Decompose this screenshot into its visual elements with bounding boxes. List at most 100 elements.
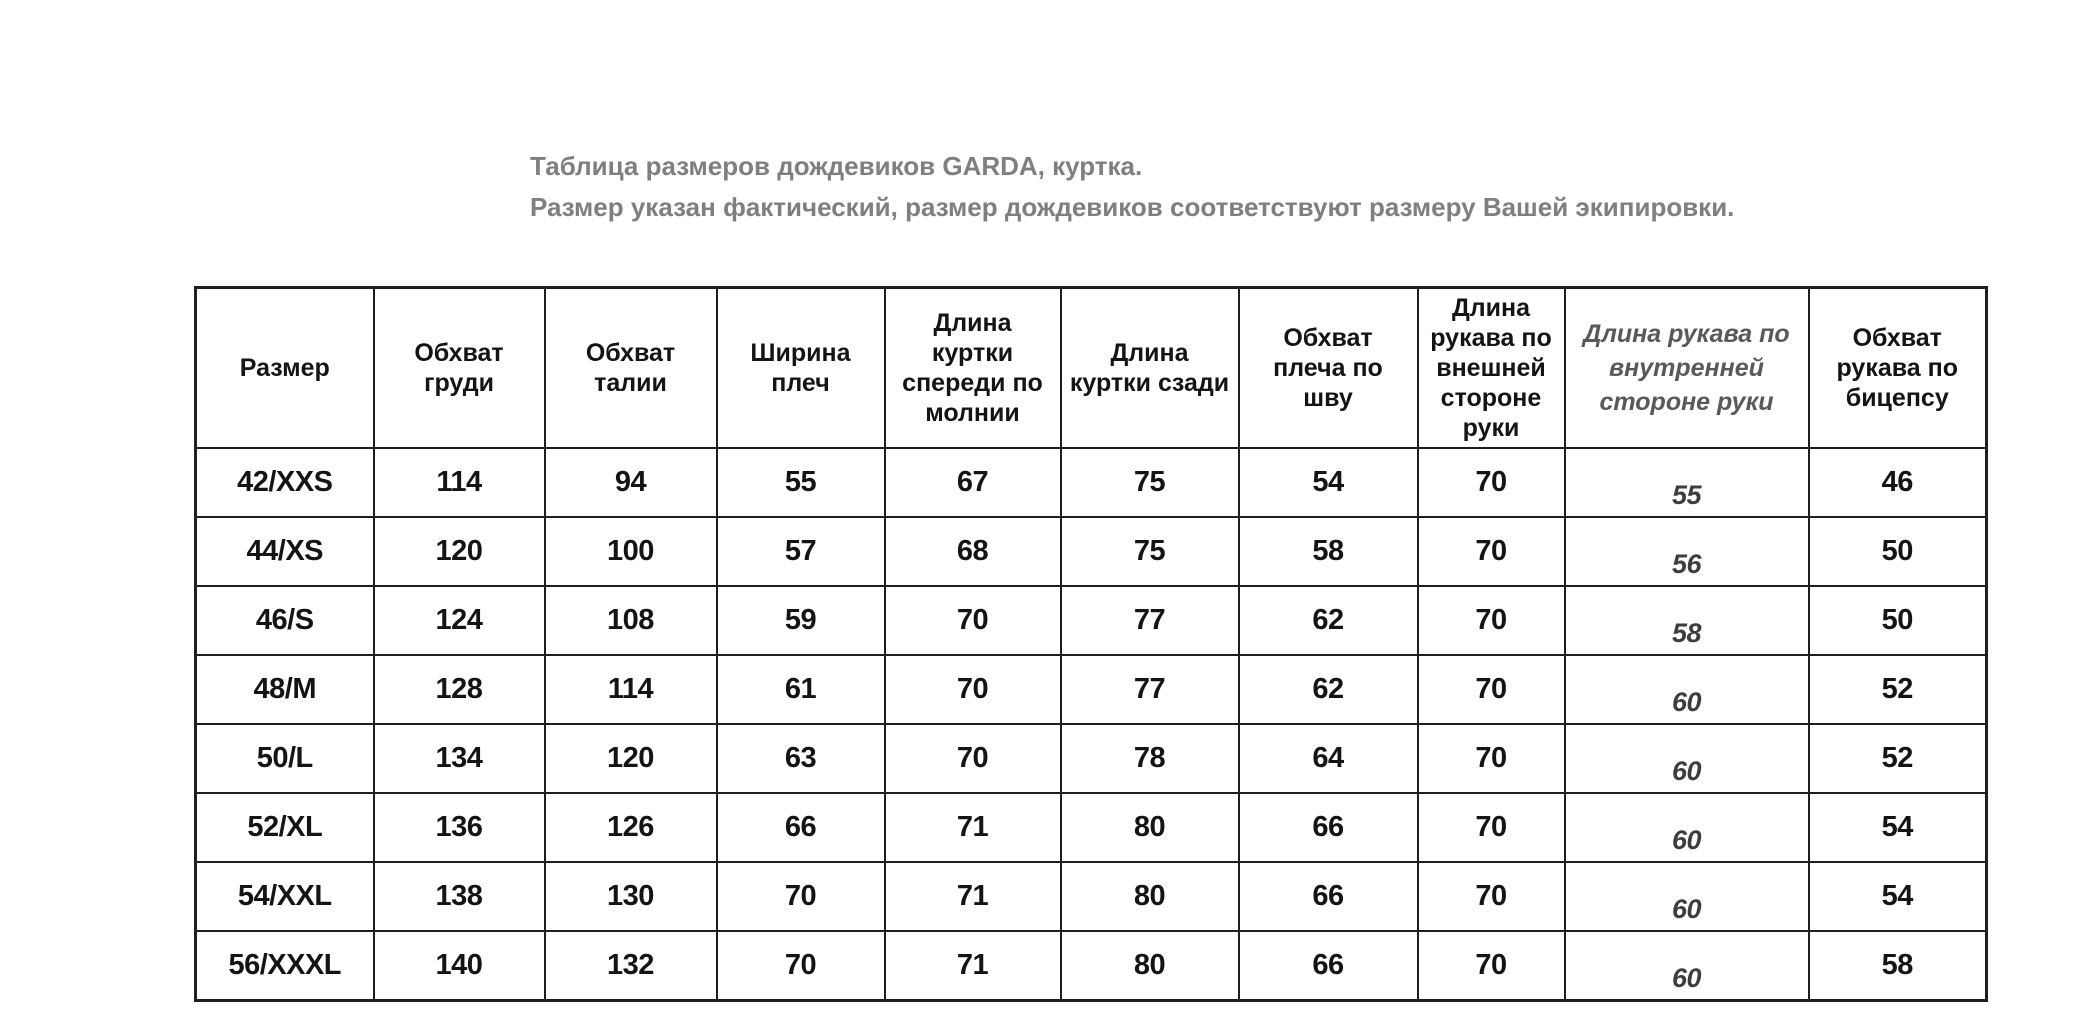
value-cell: 66: [1237, 792, 1419, 863]
value-cell: 77: [1059, 585, 1240, 656]
value-cell: 64: [1237, 723, 1419, 794]
value-cell: 70: [1416, 861, 1566, 932]
value-cell: 138: [372, 861, 546, 932]
title-line-1: Таблица размеров дождевиков GARDA, куртк…: [530, 151, 1143, 181]
value-cell: 71: [883, 792, 1062, 863]
value-cell: 80: [1059, 861, 1240, 932]
value-cell: 70: [1416, 792, 1566, 863]
value-cell: 46: [1807, 447, 1988, 518]
value-cell: 66: [1237, 930, 1419, 1002]
column-header-size: Размер: [194, 286, 375, 449]
size-cell: 42/XXS: [194, 447, 375, 518]
value-cell: 70: [883, 585, 1062, 656]
column-header-shoulder-width: Ширина плеч: [715, 286, 886, 449]
table-row: 44/XS 120 100 57 68 75 58 70 56 50: [194, 516, 1988, 587]
value-cell: 71: [883, 930, 1062, 1002]
size-table-body: 42/XXS 114 94 55 67 75 54 70 55 46 44/XS 120 100 57 68…: [194, 447, 1988, 1002]
value-cell: 71: [883, 861, 1062, 932]
value-cell: 136: [372, 792, 546, 863]
size-cell: 46/S: [194, 585, 375, 656]
value-cell: 58: [1563, 585, 1810, 656]
value-cell: 114: [543, 654, 718, 725]
value-cell: 114: [372, 447, 546, 518]
size-cell: 52/XL: [194, 792, 375, 863]
page-title: Таблица размеров дождевиков GARDA, куртк…: [530, 146, 1734, 228]
value-cell: 62: [1237, 585, 1419, 656]
value-cell: 60: [1563, 654, 1810, 725]
value-cell: 56: [1563, 516, 1810, 587]
column-header-outer-sleeve: Длина рукава по внешней стороне руки: [1416, 286, 1566, 449]
value-cell: 120: [372, 516, 546, 587]
table-row: 54/XXL 138 130 70 71 80 66 70 60 54: [194, 861, 1988, 932]
value-cell: 61: [715, 654, 886, 725]
value-cell: 58: [1807, 930, 1988, 1002]
value-cell: 77: [1059, 654, 1240, 725]
value-cell: 67: [883, 447, 1062, 518]
value-cell: 66: [1237, 861, 1419, 932]
value-cell: 58: [1237, 516, 1419, 587]
value-cell: 78: [1059, 723, 1240, 794]
size-cell: 50/L: [194, 723, 375, 794]
value-cell: 54: [1807, 861, 1988, 932]
size-cell: 56/XXXL: [194, 930, 375, 1002]
value-cell: 52: [1807, 723, 1988, 794]
value-cell: 54: [1237, 447, 1419, 518]
value-cell: 50: [1807, 516, 1988, 587]
value-cell: 70: [715, 930, 886, 1002]
table-row: 46/S 124 108 59 70 77 62 70 58 50: [194, 585, 1988, 656]
value-cell: 132: [543, 930, 718, 1002]
column-header-shoulder-seam: Обхват плеча по шву: [1237, 286, 1419, 449]
table-row: 48/M 128 114 61 70 77 62 70 60 52: [194, 654, 1988, 725]
value-cell: 130: [543, 861, 718, 932]
value-cell: 60: [1563, 930, 1810, 1002]
value-cell: 126: [543, 792, 718, 863]
value-cell: 70: [883, 723, 1062, 794]
size-cell: 48/M: [194, 654, 375, 725]
value-cell: 57: [715, 516, 886, 587]
value-cell: 70: [1416, 516, 1566, 587]
value-cell: 124: [372, 585, 546, 656]
column-header-back-length: Длина куртки сзади: [1059, 286, 1240, 449]
value-cell: 52: [1807, 654, 1988, 725]
value-cell: 100: [543, 516, 718, 587]
value-cell: 62: [1237, 654, 1419, 725]
value-cell: 80: [1059, 792, 1240, 863]
value-cell: 68: [883, 516, 1062, 587]
value-cell: 63: [715, 723, 886, 794]
value-cell: 55: [715, 447, 886, 518]
value-cell: 128: [372, 654, 546, 725]
value-cell: 59: [715, 585, 886, 656]
value-cell: 94: [543, 447, 718, 518]
table-row: 50/L 134 120 63 70 78 64 70 60 52: [194, 723, 1988, 794]
table-row: 56/XXXL 140 132 70 71 80 66 70 60 58: [194, 930, 1988, 1002]
title-line-2: Размер указан фактический, размер дождев…: [530, 192, 1735, 222]
value-cell: 70: [1416, 930, 1566, 1002]
value-cell: 75: [1059, 516, 1240, 587]
value-cell: 50: [1807, 585, 1988, 656]
value-cell: 60: [1563, 861, 1810, 932]
header-row: Размер Обхват груди Обхват талии Ширина …: [194, 286, 1988, 449]
value-cell: 60: [1563, 723, 1810, 794]
value-cell: 70: [1416, 447, 1566, 518]
value-cell: 75: [1059, 447, 1240, 518]
column-header-inner-sleeve: Длина рукава по внутренней стороне руки: [1563, 286, 1810, 449]
value-cell: 60: [1563, 792, 1810, 863]
value-cell: 70: [1416, 585, 1566, 656]
value-cell: 70: [883, 654, 1062, 725]
column-header-chest: Обхват груди: [372, 286, 546, 449]
column-header-bicep: Обхват рукава по бицепсу: [1807, 286, 1988, 449]
column-header-waist: Обхват талии: [543, 286, 718, 449]
value-cell: 80: [1059, 930, 1240, 1002]
value-cell: 54: [1807, 792, 1988, 863]
table-row: 52/XL 136 126 66 71 80 66 70 60 54: [194, 792, 1988, 863]
value-cell: 70: [1416, 723, 1566, 794]
value-cell: 134: [372, 723, 546, 794]
value-cell: 140: [372, 930, 546, 1002]
value-cell: 70: [1416, 654, 1566, 725]
size-table: Размер Обхват груди Обхват талии Ширина …: [194, 286, 1988, 1002]
size-cell: 54/XXL: [194, 861, 375, 932]
value-cell: 120: [543, 723, 718, 794]
value-cell: 55: [1563, 447, 1810, 518]
value-cell: 108: [543, 585, 718, 656]
size-cell: 44/XS: [194, 516, 375, 587]
